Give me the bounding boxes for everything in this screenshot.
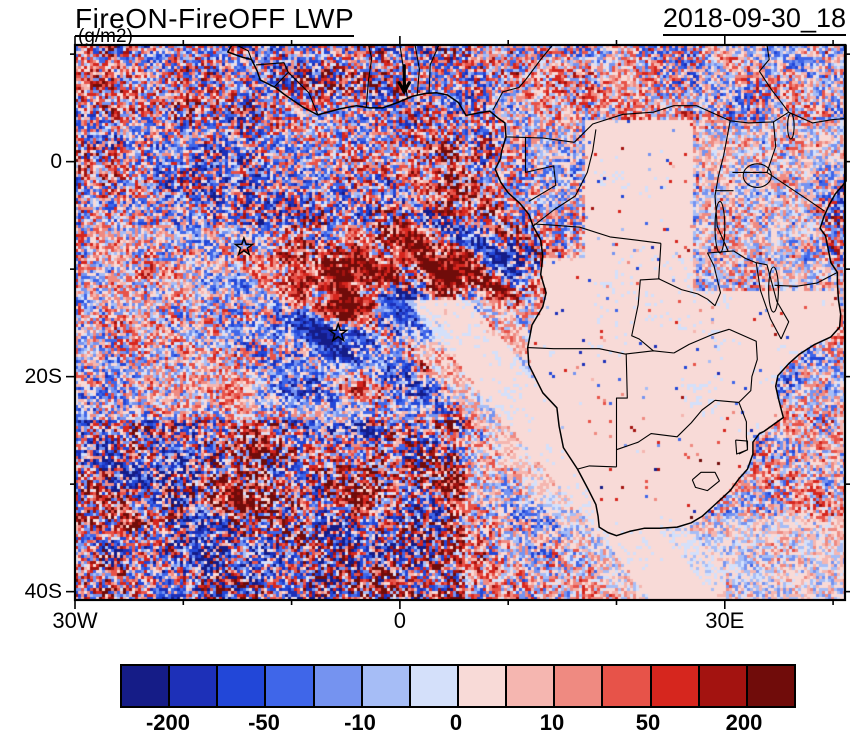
colorbar-label: 10 xyxy=(539,710,565,735)
colorbar-cell xyxy=(603,666,652,706)
colorbar-label: 200 xyxy=(725,710,763,735)
country-border xyxy=(534,223,661,244)
x-axis-label: 0 xyxy=(393,608,407,633)
colorbar-cell xyxy=(410,666,459,706)
colorbar-label: -50 xyxy=(248,710,280,735)
y-axis-label: 20S xyxy=(24,364,62,388)
plot-units: (g/m2) xyxy=(78,26,133,47)
map-area xyxy=(66,36,850,609)
plot-title: FireON-FireOFF LWP xyxy=(75,3,355,37)
colorbar-cell xyxy=(651,666,700,706)
st-helena-marker xyxy=(327,321,349,343)
country-border xyxy=(714,399,749,455)
country-border xyxy=(728,328,758,403)
y-axis-label: 0 xyxy=(50,149,62,173)
country-border xyxy=(573,105,731,143)
colorbar-cell xyxy=(170,666,219,706)
colorbar-cell xyxy=(314,666,363,706)
lake-outline xyxy=(787,112,795,140)
colorbar-cell xyxy=(747,666,794,706)
ascension-island-marker xyxy=(233,235,255,257)
country-border xyxy=(733,250,757,264)
country-border xyxy=(691,471,720,492)
country-border xyxy=(735,439,749,455)
colorbar-cell xyxy=(699,666,748,706)
colorbar-label: 0 xyxy=(449,710,463,735)
colorbar-cell xyxy=(218,666,267,706)
colorbar-label: -10 xyxy=(344,710,376,735)
colorbar-cell xyxy=(458,666,508,706)
country-border xyxy=(428,44,440,93)
country-border xyxy=(532,129,597,227)
plot-timestamp: 2018-09-30_18 xyxy=(662,3,846,36)
country-border xyxy=(615,354,628,467)
country-border xyxy=(774,271,838,287)
country-border xyxy=(287,72,319,115)
down-arrow-marker xyxy=(397,64,411,96)
colorbar-cell xyxy=(555,666,604,706)
colorbar xyxy=(120,664,796,708)
x-axis-label: 30W xyxy=(52,608,98,633)
country-border xyxy=(756,262,790,340)
country-border xyxy=(524,136,557,202)
lake-outline xyxy=(742,163,772,188)
colorbar-cell xyxy=(507,666,556,706)
country-border xyxy=(766,171,825,212)
country-border xyxy=(758,44,790,113)
country-border xyxy=(492,44,554,111)
country-border xyxy=(658,243,734,307)
country-border xyxy=(755,262,782,340)
colorbar-cell xyxy=(362,666,411,706)
coastline xyxy=(226,44,847,537)
country-border xyxy=(236,44,253,60)
country-border xyxy=(505,136,575,143)
country-border xyxy=(631,278,660,352)
lwp-difference-field xyxy=(75,45,845,600)
country-border xyxy=(714,120,731,252)
colorbar-cell xyxy=(266,666,315,706)
country-border xyxy=(673,328,730,354)
map-frame xyxy=(73,43,847,602)
colorbar-label: -200 xyxy=(145,710,191,735)
country-border xyxy=(414,44,420,96)
x-axis-label: 30E xyxy=(705,608,745,633)
country-border xyxy=(616,399,716,451)
lake-outline xyxy=(714,200,726,254)
country-border xyxy=(732,121,777,173)
country-border xyxy=(255,62,289,88)
country-border xyxy=(365,44,373,107)
map-overlay xyxy=(66,36,850,609)
country-border xyxy=(577,465,617,470)
colorbar-label: 50 xyxy=(635,710,661,735)
colorbar-cell xyxy=(122,666,171,706)
lake-outline xyxy=(768,266,779,313)
country-border xyxy=(527,347,674,355)
y-axis-label: 40S xyxy=(24,579,62,603)
